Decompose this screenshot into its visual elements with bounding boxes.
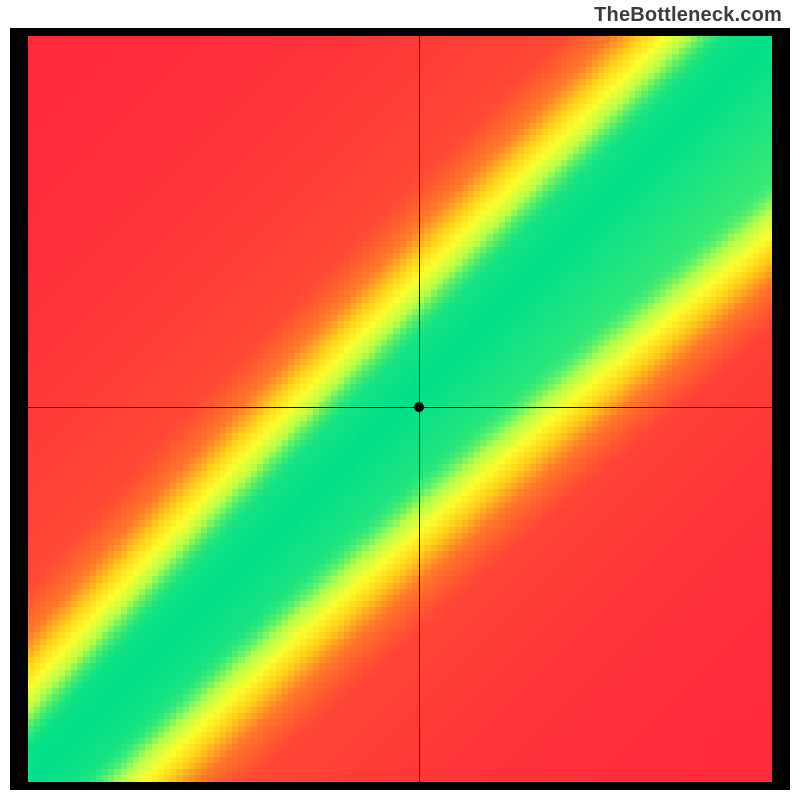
chart-container: TheBottleneck.com	[0, 0, 800, 800]
target-marker	[414, 402, 424, 412]
plot-frame	[10, 28, 790, 790]
crosshair-horizontal	[28, 407, 772, 408]
watermark-text: TheBottleneck.com	[594, 4, 782, 27]
heatmap-canvas	[28, 36, 772, 782]
plot-area	[28, 36, 772, 782]
